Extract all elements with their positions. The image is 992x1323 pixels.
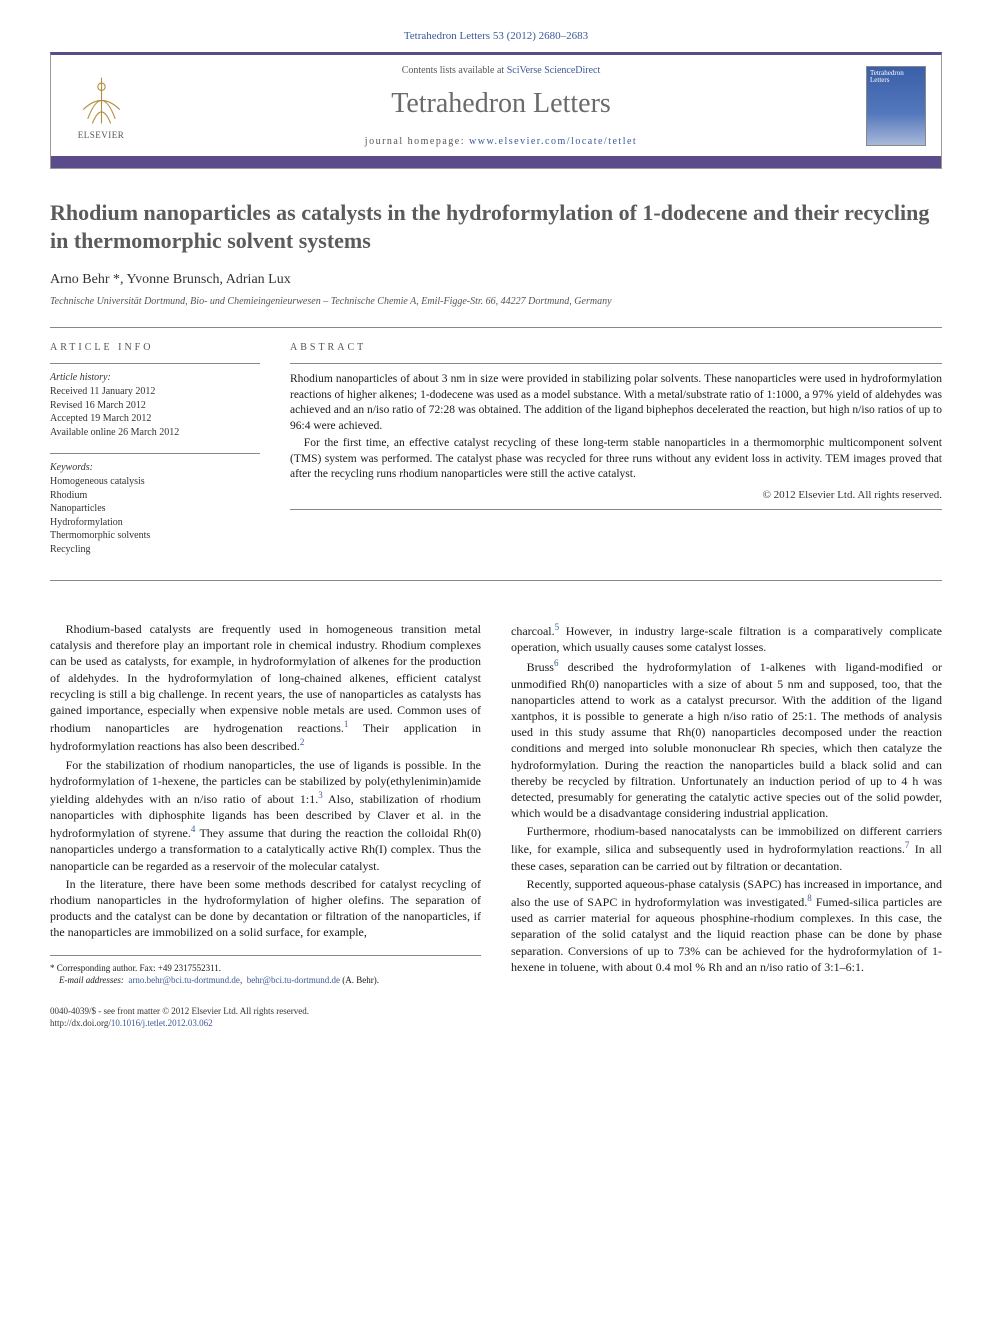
homepage-link[interactable]: www.elsevier.com/locate/tetlet — [469, 136, 637, 147]
info-divider — [50, 363, 260, 364]
corresponding-author: * Corresponding author. Fax: +49 2317552… — [50, 962, 481, 974]
doi-link[interactable]: 10.1016/j.tetlet.2012.03.062 — [111, 1018, 213, 1028]
section-divider — [50, 327, 942, 328]
keyword: Nanoparticles — [50, 502, 260, 516]
keyword: Thermomorphic solvents — [50, 529, 260, 543]
accepted-date: Accepted 19 March 2012 — [50, 412, 260, 426]
email-link[interactable]: behr@bci.tu-dortmund.de — [247, 975, 340, 985]
elsevier-logo: ELSEVIER — [66, 66, 136, 146]
doi-prefix: http://dx.doi.org/ — [50, 1018, 111, 1028]
body-text: Rhodium-based catalysts are frequently u… — [50, 622, 481, 735]
journal-header: ELSEVIER Contents lists available at Sci… — [50, 52, 942, 169]
sciencedirect-link[interactable]: SciVerse ScienceDirect — [507, 65, 601, 76]
email-label: E-mail addresses: — [59, 975, 124, 985]
footnote-block: * Corresponding author. Fax: +49 2317552… — [50, 955, 481, 986]
journal-name: Tetrahedron Letters — [136, 88, 866, 120]
info-divider — [50, 453, 260, 454]
contents-prefix: Contents lists available at — [402, 65, 507, 76]
ref-link[interactable]: 2 — [300, 737, 305, 747]
journal-cover-thumb: Tetrahedron Letters — [866, 66, 926, 146]
authors: Arno Behr *, Yvonne Brunsch, Adrian Lux — [50, 272, 942, 288]
body-p7: Recently, supported aqueous-phase cataly… — [511, 876, 942, 975]
abstract-divider — [290, 363, 942, 364]
abstract-divider-bottom — [290, 509, 942, 510]
cover-title: Tetrahedron Letters — [870, 70, 922, 84]
article-body: Rhodium-based catalysts are frequently u… — [50, 621, 942, 986]
email-author-tag: (A. Behr). — [342, 975, 379, 985]
contents-available: Contents lists available at SciVerse Sci… — [136, 65, 866, 76]
body-p1: Rhodium-based catalysts are frequently u… — [50, 621, 481, 755]
abstract-copyright: © 2012 Elsevier Ltd. All rights reserved… — [290, 489, 942, 501]
body-text: described the hydroformylation of 1-alke… — [511, 660, 942, 820]
homepage-prefix: journal homepage: — [365, 136, 469, 147]
body-p2: For the stabilization of rhodium nanopar… — [50, 757, 481, 874]
email-addresses: E-mail addresses: arno.behr@bci.tu-dortm… — [50, 974, 481, 986]
history-head: Article history: — [50, 372, 260, 383]
footer-meta: 0040-4039/$ - see front matter © 2012 El… — [50, 1006, 942, 1029]
affiliation: Technische Universität Dortmund, Bio- un… — [50, 296, 942, 307]
body-text: Bruss — [527, 660, 554, 674]
issn-line: 0040-4039/$ - see front matter © 2012 El… — [50, 1006, 942, 1018]
doi-line: http://dx.doi.org/10.1016/j.tetlet.2012.… — [50, 1018, 942, 1030]
keywords-head: Keywords: — [50, 462, 260, 473]
revised-date: Revised 16 March 2012 — [50, 399, 260, 413]
article-info-head: ARTICLE INFO — [50, 342, 260, 353]
body-p4: charcoal.5 However, in industry large-sc… — [511, 621, 942, 655]
article-info-column: ARTICLE INFO Article history: Received 1… — [50, 342, 260, 570]
email-link[interactable]: arno.behr@bci.tu-dortmund.de — [128, 975, 240, 985]
abstract-p1: Rhodium nanoparticles of about 3 nm in s… — [290, 372, 942, 434]
journal-homepage: journal homepage: www.elsevier.com/locat… — [136, 136, 866, 147]
online-date: Available online 26 March 2012 — [50, 426, 260, 440]
keyword: Recycling — [50, 543, 260, 557]
keyword: Hydroformylation — [50, 516, 260, 530]
header-accent-bar — [51, 156, 941, 168]
received-date: Received 11 January 2012 — [50, 385, 260, 399]
body-p3: In the literature, there have been some … — [50, 876, 481, 941]
abstract-head: ABSTRACT — [290, 342, 942, 353]
body-p5: Bruss6 described the hydroformylation of… — [511, 657, 942, 821]
elsevier-text: ELSEVIER — [78, 130, 125, 140]
body-p6: Furthermore, rhodium-based nanocatalysts… — [511, 823, 942, 874]
abstract-column: ABSTRACT Rhodium nanoparticles of about … — [290, 342, 942, 570]
citation-line: Tetrahedron Letters 53 (2012) 2680–2683 — [50, 30, 942, 42]
section-divider — [50, 580, 942, 581]
keyword: Homogeneous catalysis — [50, 475, 260, 489]
body-text: However, in industry large-scale filtrat… — [511, 624, 942, 654]
abstract-p2: For the first time, an effective catalys… — [290, 436, 942, 483]
keyword: Rhodium — [50, 489, 260, 503]
body-text: charcoal. — [511, 624, 555, 638]
article-title: Rhodium nanoparticles as catalysts in th… — [50, 199, 942, 254]
body-text: Furthermore, rhodium-based nanocatalysts… — [511, 824, 942, 856]
